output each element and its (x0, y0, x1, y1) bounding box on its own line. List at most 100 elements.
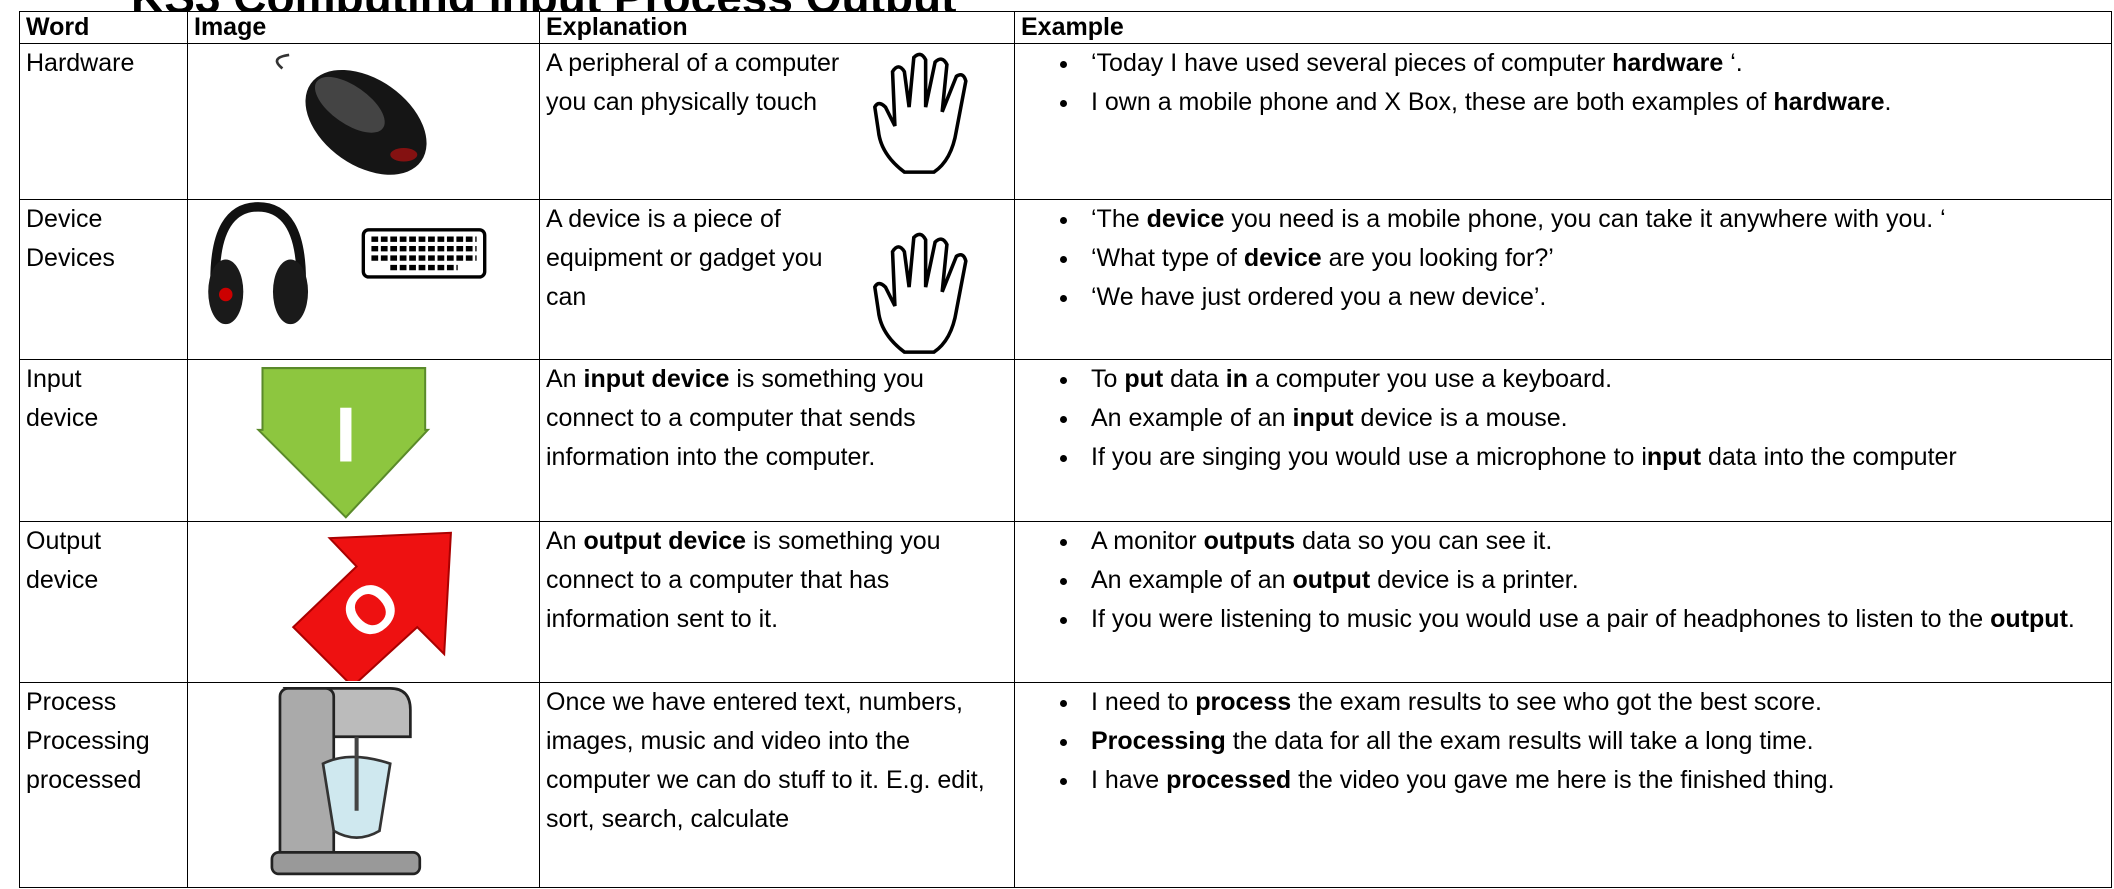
example-list: I need to process the exam results to se… (1021, 684, 2105, 801)
word-cell: Input device (19, 359, 188, 522)
word-line: Input (26, 365, 82, 393)
image-cell (187, 682, 540, 888)
example-list: A monitor outputs data so you can see it… (1021, 523, 2105, 640)
vocab-table: Word Image Explanation Example Hardware … (19, 11, 2112, 888)
text: To (1091, 365, 1125, 393)
header-cell: Example (1014, 11, 2112, 44)
text: An example of an (1091, 566, 1293, 594)
row: Hardware A peripheral of a computer you … (19, 43, 2112, 200)
bold-text: hardware (1773, 88, 1885, 116)
example-item: ‘We have just ordered you a new device’. (1081, 278, 2105, 317)
text: A peripheral of a computer you can physi… (546, 49, 840, 116)
arrow-label: I (335, 390, 357, 478)
text: ‘. (1723, 49, 1743, 77)
text: An example of an (1091, 404, 1293, 432)
header-cell: Image (187, 11, 540, 44)
example-cell: A monitor outputs data so you can see it… (1014, 521, 2112, 683)
word-line: Processing (26, 727, 150, 755)
word-line: processed (26, 766, 142, 794)
word-cell: Hardware (19, 43, 188, 200)
text: ‘Today I have used several pieces of com… (1091, 49, 1613, 77)
bold-text: output (1990, 605, 2068, 633)
word-cell: Output device (19, 521, 188, 683)
bold-text: output (1292, 566, 1371, 594)
example-item: If you were listening to music you would… (1081, 600, 2105, 639)
explanation-cell: Once we have entered text, numbers, imag… (539, 682, 1015, 888)
example-item: I have processed the video you gave me h… (1081, 761, 2105, 800)
example-item: ‘Today I have used several pieces of com… (1081, 45, 2105, 84)
text: A device is a piece of equipment or gadg… (546, 205, 823, 311)
example-item: I need to process the exam results to se… (1081, 684, 2105, 723)
explanation-cell: A device is a piece of equipment or gadg… (539, 199, 1015, 360)
text: device is a printer. (1370, 566, 1579, 594)
text: ‘The (1091, 205, 1147, 233)
explanation-cell: An output device is something you connec… (539, 521, 1015, 683)
text: the video you gave me here is the finish… (1291, 766, 1835, 794)
text: the data for all the exam results will t… (1225, 727, 1814, 755)
bold-text: processed (1166, 766, 1292, 794)
example-item: Processing the data for all the exam res… (1081, 722, 2105, 761)
text: I own a mobile phone and X Box, these ar… (1091, 88, 1774, 116)
image-cell: O (187, 521, 540, 683)
example-item: An example of an output device is a prin… (1081, 561, 2105, 600)
image-cell (187, 199, 540, 360)
text: An (546, 365, 584, 393)
word-line: Process (26, 688, 117, 716)
text: a computer you use a keyboard. (1248, 365, 1613, 393)
word-line: device (26, 404, 99, 432)
text: device is a mouse. (1353, 404, 1568, 432)
example-item: ‘The device you need is a mobile phone, … (1081, 201, 2105, 240)
row: Device Devices A device is a piece of equ… (19, 199, 2112, 360)
example-item: I own a mobile phone and X Box, these ar… (1081, 83, 2105, 122)
explanation-cell: An input device is something you connect… (539, 359, 1015, 522)
word-line: Devices (26, 244, 115, 272)
text: If you were listening to music you would… (1091, 605, 1991, 633)
explanation: An output device is something you connec… (546, 523, 1008, 640)
mouse-image (275, 53, 427, 175)
image-cell: I (187, 359, 540, 522)
example-cell: I need to process the exam results to se… (1014, 682, 2112, 888)
bold-text: device (1243, 244, 1322, 272)
text: . (2067, 605, 2075, 633)
word-cell: Process Processing processed (19, 682, 188, 888)
explanation: A device is a piece of equipment or gadg… (546, 201, 1008, 318)
text: you need is a mobile phone, you can take… (1224, 205, 1946, 233)
example-list: To put data in a computer you use a keyb… (1021, 361, 2105, 478)
output-arrow: O (291, 531, 452, 681)
text: I have (1091, 766, 1167, 794)
example-item: A monitor outputs data so you can see it… (1081, 523, 2105, 562)
text: I need to (1091, 688, 1196, 716)
header-cell: Explanation (539, 11, 1015, 44)
row: Process Processing processed Once we have … (19, 682, 2112, 888)
text: ‘We have just ordered you a new device’. (1091, 283, 1547, 311)
explanation: An input device is something you connect… (546, 361, 1008, 478)
text: the exam results to see who got the best… (1291, 688, 1822, 716)
text: An (546, 527, 584, 555)
bold-text: input device (583, 365, 730, 393)
explanation: Once we have entered text, numbers, imag… (546, 684, 1008, 840)
text: data (1163, 365, 1226, 393)
input-arrow: I (256, 367, 431, 519)
header-row: Word Image Explanation Example (19, 11, 2112, 44)
text: ‘What type of (1091, 244, 1244, 272)
example-item: To put data in a computer you use a keyb… (1081, 361, 2105, 400)
bold-text: Processing (1091, 727, 1226, 755)
bold-text: output device (583, 527, 747, 555)
hand-icon (872, 232, 968, 354)
example-cell: ‘The device you need is a mobile phone, … (1014, 199, 2112, 360)
example-item: An example of an input device is a mouse… (1081, 399, 2105, 438)
bold-text: input (1292, 404, 1354, 432)
text: Once we have entered text, numbers, imag… (546, 688, 985, 833)
word-line: device (26, 566, 99, 594)
text: A monitor (1091, 527, 1204, 555)
text: . (1884, 88, 1892, 116)
text: is something you connect to a computer t… (546, 527, 941, 633)
header-cell: Word (19, 11, 188, 44)
row: Input device I An input device is somethi… (19, 359, 2112, 522)
text: data so you can see it. (1295, 527, 1553, 555)
bold-text: in (1225, 365, 1249, 393)
explanation-cell: A peripheral of a computer you can physi… (539, 43, 1015, 200)
bold-text: outputs (1203, 527, 1296, 555)
row: Output device O An output device is somet… (19, 521, 2112, 683)
